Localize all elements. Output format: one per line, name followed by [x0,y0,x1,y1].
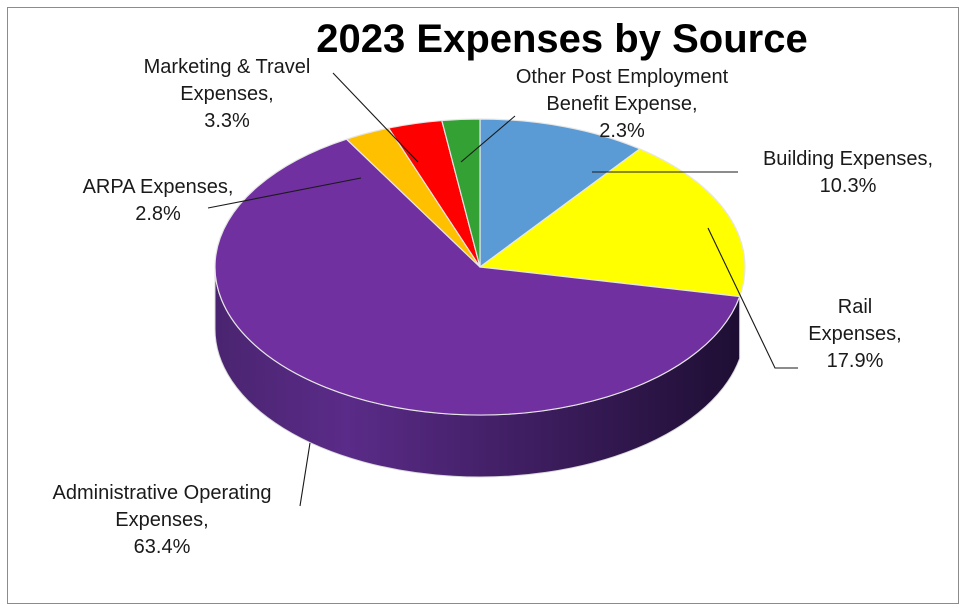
leader-line [707,227,798,369]
data-label-line: Building Expenses, [763,148,933,170]
data-label-line: 2.8% [135,203,181,225]
chart-title: 2023 Expenses by Source [316,17,807,61]
data-label-line: Marketing & Travel [144,56,311,78]
pie-slices [214,118,746,416]
pie-slice [214,138,741,416]
data-label-line: Rail [838,296,872,318]
data-labels: Building Expenses, 10.3% Rail Expenses, 17.9… [53,56,934,558]
pie-slice [479,118,641,268]
data-label-line: 3.3% [204,110,250,132]
data-label: Rail Expenses, 17.9% [808,296,901,372]
data-label-line: Benefit Expense, [546,93,697,115]
data-label: Administrative Operating Expenses, 63.4% [53,482,272,558]
pie-slice [441,118,481,268]
data-label-line: Expenses, [115,509,208,531]
data-label-line: Administrative Operating [53,482,272,504]
data-label-line: Expenses, [808,323,901,345]
data-label-line: Expenses, [180,83,273,105]
leader-line [460,115,516,163]
data-label-line: 10.3% [820,175,877,197]
data-label: Marketing & Travel Expenses, 3.3% [144,56,311,132]
data-label: ARPA Expenses, 2.8% [83,176,234,225]
data-label: Other Post Employment Benefit Expense, 2.3… [516,66,729,142]
data-label-line: ARPA Expenses, [83,176,234,198]
data-label-line: 63.4% [134,536,191,558]
data-label-line: 2.3% [599,120,645,142]
leader-lines [207,72,798,507]
data-label-line: 17.9% [827,350,884,372]
leader-line [332,72,419,163]
leader-line [299,442,311,507]
data-label-line: Other Post Employment [516,66,729,88]
leader-line [207,177,362,209]
data-label: Building Expenses, 10.3% [763,148,933,197]
pie-slice [479,148,746,298]
